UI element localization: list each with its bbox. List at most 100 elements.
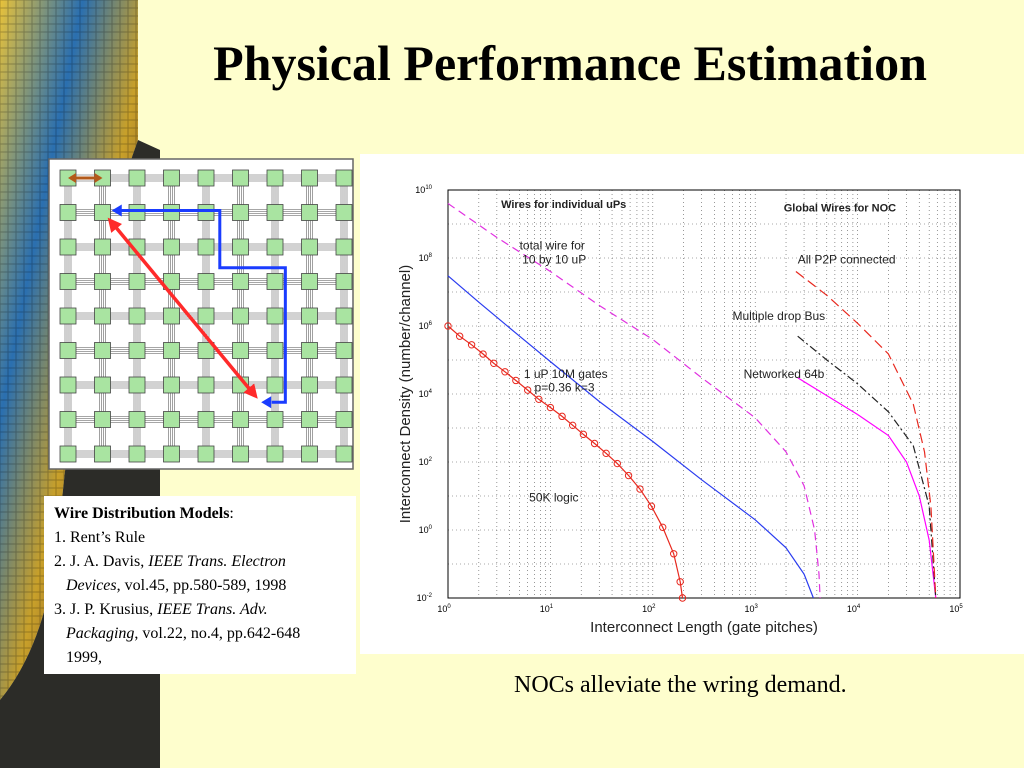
grid-node	[163, 238, 180, 256]
series-point-1	[512, 376, 520, 385]
y-tick-label: 10-2	[417, 593, 433, 603]
grid-node	[301, 307, 318, 325]
reference-3-year: 1999,	[66, 649, 102, 666]
grid-node	[266, 273, 284, 290]
series-point-1	[579, 430, 588, 439]
grid-node	[94, 411, 111, 428]
grid-node	[266, 307, 284, 325]
chart-annotation: 10 by 10 uP	[522, 252, 586, 266]
grid-node	[197, 445, 215, 463]
grid-node	[232, 238, 249, 256]
grid-node	[197, 342, 215, 359]
grid-node	[197, 376, 215, 394]
grid-node	[301, 204, 318, 221]
grid-node	[94, 273, 111, 290]
grid-node	[266, 376, 284, 394]
mesh-grid-diagram	[48, 158, 354, 470]
series-point-1	[659, 523, 667, 532]
series-point-1	[624, 471, 633, 480]
grid-node	[335, 342, 353, 359]
grid-node	[266, 238, 284, 256]
series-point-1	[676, 578, 684, 586]
grid-node	[59, 307, 77, 325]
grid-node	[163, 169, 180, 187]
grid-node	[94, 376, 111, 394]
grid-node	[163, 273, 180, 290]
grid-node	[232, 342, 249, 359]
grid-node	[59, 342, 77, 359]
series-point-1	[636, 485, 644, 493]
y-tick-label: 100	[419, 525, 433, 535]
reference-2-cont: Devices, vol.45, pp.580-589, 1998	[66, 577, 287, 594]
grid-node	[232, 273, 249, 290]
references-box: Wire Distribution Models: 1. Rent’s Rule…	[44, 496, 356, 674]
grid-node	[335, 238, 353, 256]
y-tick-label: 106	[419, 321, 433, 331]
grid-node	[197, 204, 215, 221]
plot-area	[447, 189, 961, 599]
x-tick-label: 100	[437, 604, 451, 614]
grid-node	[59, 411, 77, 428]
reference-1: 1. Rent’s Rule	[54, 529, 146, 546]
grid-node	[301, 342, 318, 359]
interconnect-density-chart: 100 101 102 103 104 105 10-2 100 102 104 106 108 101…	[397, 185, 963, 636]
grid-node	[128, 273, 146, 290]
series-point-1	[670, 550, 678, 558]
neighbor-arrow-head-left	[68, 173, 76, 183]
grid-node	[59, 273, 77, 290]
x-tick-label: 105	[949, 604, 963, 614]
grid-node	[232, 169, 249, 187]
series-point-1	[647, 502, 656, 510]
series-point-1	[479, 350, 487, 358]
series-point-1	[467, 341, 476, 349]
grid-node	[266, 169, 284, 187]
chart-annotation: p=0.36 k=3	[535, 380, 595, 394]
chart-annotation: 1 uP 10M gates	[524, 367, 608, 381]
grid-node	[94, 445, 111, 463]
grid-node	[59, 204, 77, 221]
grid-node	[335, 273, 353, 290]
grid-node	[266, 445, 284, 463]
y-tick-label: 102	[419, 457, 433, 467]
grid-node	[266, 342, 284, 359]
grid-node	[335, 445, 353, 463]
chart-annotation: All P2P connected	[798, 252, 896, 266]
series-point-1	[678, 594, 687, 602]
references-heading: Wire Distribution Models	[54, 505, 230, 522]
grid-node	[59, 238, 77, 256]
x-axis-label: Interconnect Length (gate pitches)	[590, 619, 818, 636]
y-tick-label: 1010	[415, 185, 432, 195]
grid-node	[301, 169, 318, 187]
reference-2: 2. J. A. Davis, IEEE Trans. Electron	[54, 553, 286, 570]
grid-node	[197, 238, 215, 256]
direct-wire-head-start	[107, 217, 122, 233]
slide-caption: NOCs alleviate the wring demand.	[514, 672, 847, 698]
series-point-1	[546, 403, 555, 412]
chart-annotation: total wire for	[520, 238, 585, 252]
grid-node	[335, 376, 353, 394]
chart-annotation: Global Wires for NOC	[784, 203, 896, 215]
grid-node	[232, 445, 249, 463]
series-point-1	[490, 359, 498, 367]
series-line-2	[447, 275, 814, 599]
grid-node	[94, 204, 111, 221]
reference-3-cont: Packaging, vol.22, no.4, pp.642-648	[66, 625, 301, 642]
routed-wire-head-start	[111, 204, 122, 217]
grid-node	[163, 411, 180, 428]
x-tick-label: 103	[745, 604, 759, 614]
series-line-3	[447, 203, 821, 599]
routed-wire-path	[113, 209, 287, 404]
grid-node	[197, 307, 215, 325]
series-point-1	[590, 439, 599, 448]
direct-wire-arrow	[112, 223, 254, 393]
grid-node	[128, 169, 146, 187]
grid-node	[94, 238, 111, 256]
grid-node	[163, 376, 180, 394]
grid-node	[59, 445, 77, 463]
grid-node	[335, 169, 353, 187]
series-point-1	[535, 395, 543, 403]
grid-node	[197, 273, 215, 290]
chart-annotation: Wires for individual uPs	[501, 199, 626, 211]
grid-node	[128, 445, 146, 463]
series-line-4	[797, 377, 937, 599]
